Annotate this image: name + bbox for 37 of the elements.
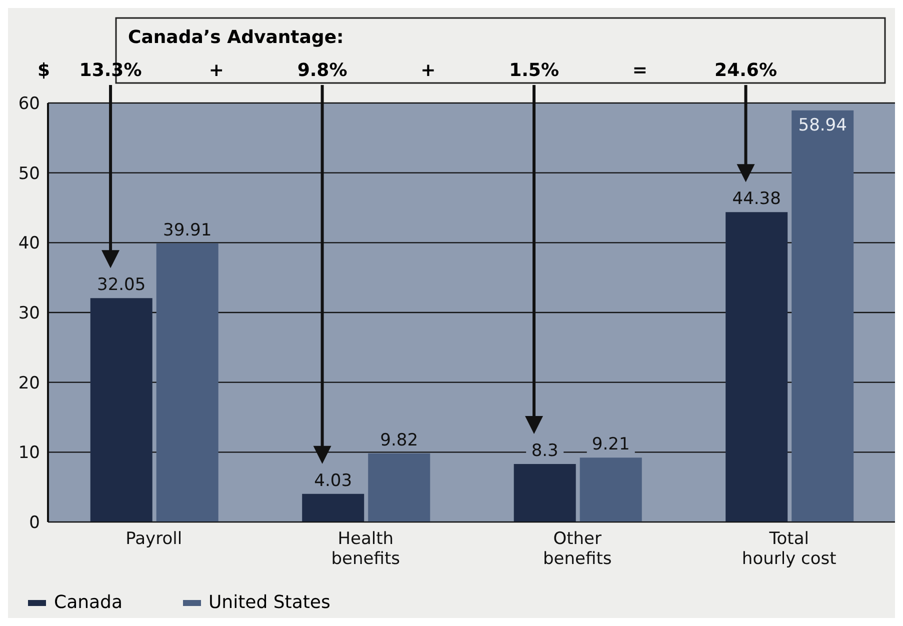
data-label: 8.3 (531, 441, 558, 462)
y-tick-label: 10 (18, 443, 40, 464)
bar (368, 453, 430, 522)
y-tick-label: 40 (18, 234, 40, 254)
x-tick-label: Total hourly cost (742, 529, 837, 569)
text: + (208, 60, 224, 81)
y-axis-title: $ (37, 60, 50, 81)
y-tick-label: 20 (18, 373, 40, 394)
text: Canada’s Advantage: (128, 27, 344, 48)
y-tick-label: 50 (18, 164, 40, 184)
data-label: 58.94 (798, 115, 847, 136)
bar (580, 458, 642, 522)
data-label: 39.91 (163, 220, 212, 240)
data-label: 4.03 (314, 470, 352, 491)
data-label: 32.05 (97, 275, 146, 296)
y-tick-label: 30 (18, 304, 40, 324)
text: + (420, 60, 436, 81)
data-label: 9.21 (592, 434, 630, 455)
bar (302, 494, 364, 522)
data-label: 44.38 (732, 189, 781, 210)
legend-label: United States (208, 592, 330, 613)
text: 24.6% (714, 60, 777, 81)
y-tick-label: 60 (18, 94, 40, 114)
text: 9.8% (297, 60, 348, 81)
x-tick-label: Payroll (126, 529, 182, 549)
text: = (632, 60, 648, 81)
bar (156, 243, 218, 522)
bar (726, 212, 788, 522)
x-tick-label: Other benefits (543, 529, 612, 569)
bar (90, 298, 152, 522)
x-tick-label: Health benefits (331, 529, 400, 569)
bar (792, 110, 854, 522)
y-tick-label: 0 (29, 513, 40, 534)
bar (514, 464, 576, 522)
data-label: 9.82 (380, 430, 418, 450)
legend-label: Canada (54, 592, 122, 613)
text: 1.5% (509, 60, 559, 81)
